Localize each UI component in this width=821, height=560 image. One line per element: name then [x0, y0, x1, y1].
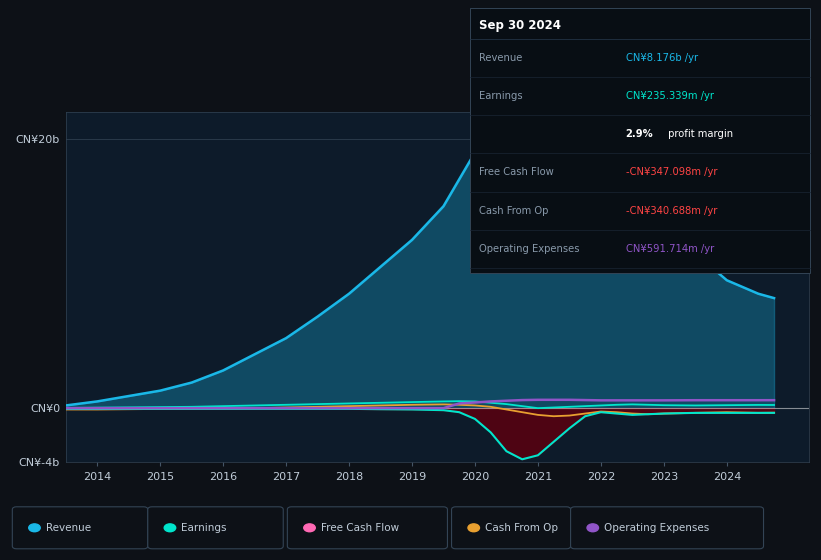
Text: Revenue: Revenue — [479, 53, 523, 63]
Text: -CN¥340.688m /yr: -CN¥340.688m /yr — [626, 206, 717, 216]
Text: Operating Expenses: Operating Expenses — [604, 523, 709, 533]
Text: Free Cash Flow: Free Cash Flow — [479, 167, 554, 178]
Text: CN¥235.339m /yr: CN¥235.339m /yr — [626, 91, 713, 101]
Text: Cash From Op: Cash From Op — [479, 206, 549, 216]
Text: Earnings: Earnings — [181, 523, 227, 533]
Text: Cash From Op: Cash From Op — [485, 523, 558, 533]
Text: CN¥591.714m /yr: CN¥591.714m /yr — [626, 244, 713, 254]
Text: CN¥8.176b /yr: CN¥8.176b /yr — [626, 53, 698, 63]
Text: profit margin: profit margin — [665, 129, 733, 139]
Text: Free Cash Flow: Free Cash Flow — [321, 523, 399, 533]
Text: Operating Expenses: Operating Expenses — [479, 244, 580, 254]
Text: -CN¥347.098m /yr: -CN¥347.098m /yr — [626, 167, 717, 178]
Text: Revenue: Revenue — [46, 523, 91, 533]
Text: Earnings: Earnings — [479, 91, 523, 101]
Text: Sep 30 2024: Sep 30 2024 — [479, 19, 562, 32]
Text: 2.9%: 2.9% — [626, 129, 654, 139]
